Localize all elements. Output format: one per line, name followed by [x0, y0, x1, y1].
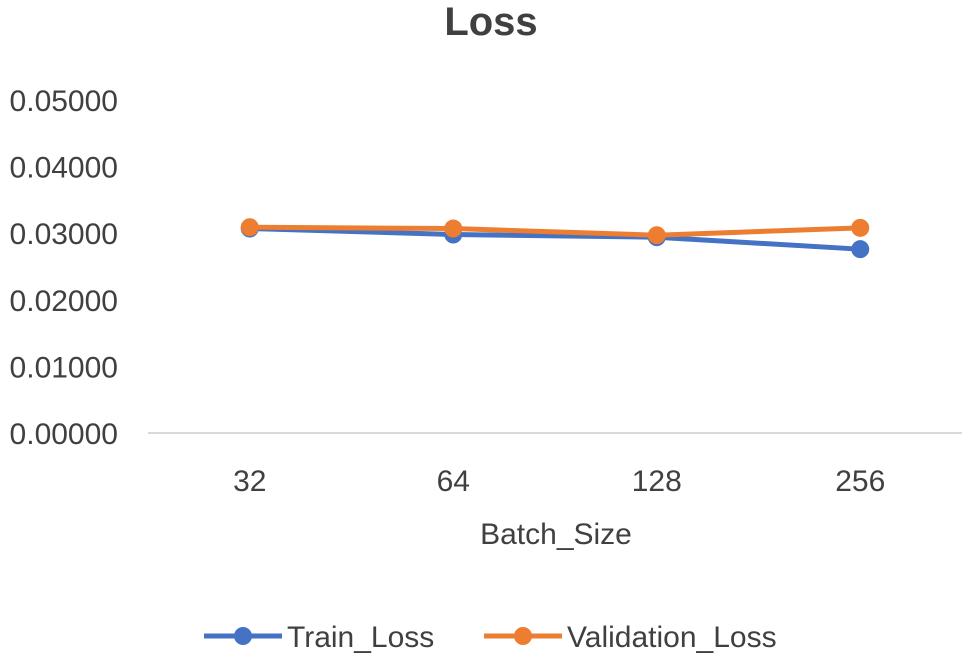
- legend-marker: [234, 627, 252, 645]
- y-tick-label: 0.04000: [10, 152, 118, 185]
- x-axis-ticks: 32 64 128 256: [233, 465, 885, 498]
- legend-label: Validation_Loss: [567, 621, 777, 654]
- y-tick-label: 0.02000: [10, 285, 118, 318]
- series-layer: [240, 218, 870, 259]
- y-axis-ticks: 0.00000 0.01000 0.02000 0.03000 0.04000 0.050…: [10, 85, 118, 451]
- series-line: [247, 226, 863, 252]
- data-point: [851, 240, 870, 259]
- x-tick-label: 128: [632, 465, 682, 498]
- legend-marker: [514, 627, 532, 645]
- legend-label: Train_Loss: [287, 621, 434, 654]
- data-point: [444, 219, 463, 238]
- data-point: [851, 218, 870, 237]
- y-tick-label: 0.05000: [10, 85, 118, 118]
- x-axis-title: Batch_Size: [480, 518, 632, 551]
- y-tick-label: 0.00000: [10, 418, 118, 451]
- legend-item: Validation_Loss: [484, 621, 777, 654]
- x-tick-label: 256: [835, 465, 885, 498]
- data-point: [647, 226, 666, 245]
- y-tick-label: 0.01000: [10, 351, 118, 384]
- legend: Train_Loss Validation_Loss: [204, 621, 777, 654]
- chart-title: Loss: [444, 0, 537, 44]
- legend-item: Train_Loss: [204, 621, 434, 654]
- series-validation-loss: [240, 218, 870, 245]
- data-point: [240, 218, 259, 237]
- y-tick-label: 0.03000: [10, 218, 118, 251]
- x-tick-label: 64: [437, 465, 470, 498]
- x-tick-label: 32: [233, 465, 266, 498]
- series-line: [247, 224, 863, 238]
